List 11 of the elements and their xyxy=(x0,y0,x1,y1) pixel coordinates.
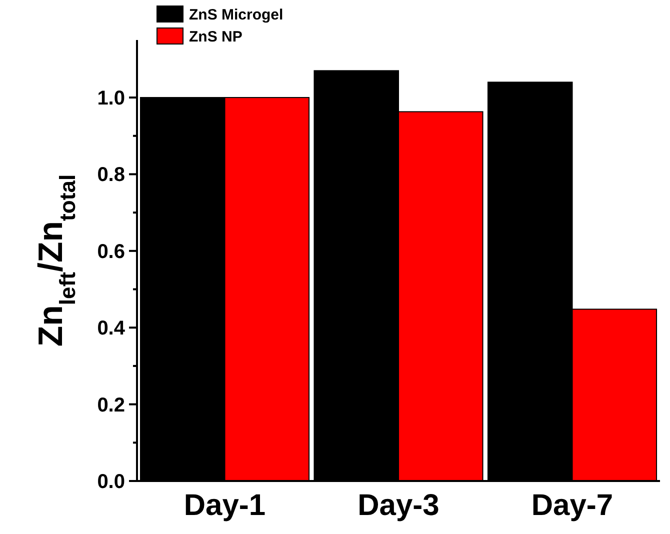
y-tick-label: 0.0 xyxy=(97,471,125,493)
x-tick-label: Day-7 xyxy=(531,489,614,522)
y-tick-label: 0.4 xyxy=(97,318,126,340)
x-tick-label: Day-1 xyxy=(184,489,266,522)
legend-label: ZnS NP xyxy=(189,28,242,46)
y-tick-label: 0.6 xyxy=(97,240,125,263)
y-tick-label: 0.2 xyxy=(97,394,125,416)
legend-label: ZnS Microgel xyxy=(189,6,284,24)
y-tick-label: 0.8 xyxy=(97,164,125,186)
x-tick-label: Day-3 xyxy=(358,489,440,522)
y-tick-label: 1.0 xyxy=(97,88,125,110)
